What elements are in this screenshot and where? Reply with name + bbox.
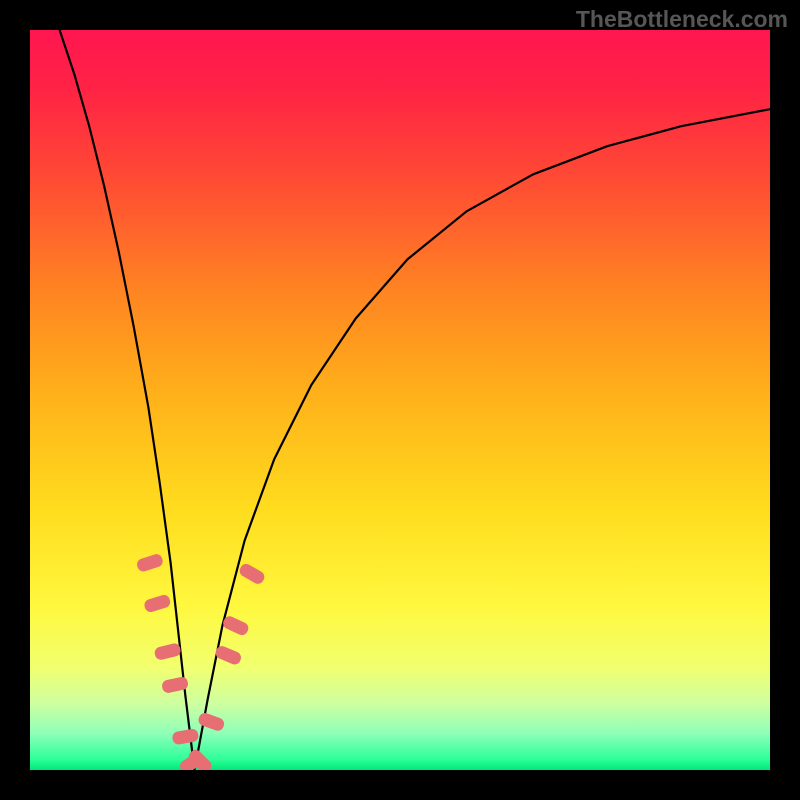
gradient-background <box>30 30 770 770</box>
plot-svg <box>30 30 770 770</box>
watermark-text: TheBottleneck.com <box>576 6 788 33</box>
chart-container: TheBottleneck.com <box>0 0 800 800</box>
plot-area <box>30 30 770 770</box>
